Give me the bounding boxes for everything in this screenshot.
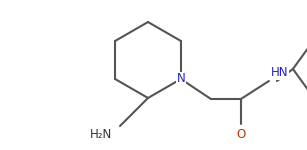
- Text: N: N: [177, 72, 185, 86]
- Text: HN: HN: [271, 66, 288, 79]
- Text: H₂N: H₂N: [90, 128, 112, 141]
- Text: O: O: [236, 128, 246, 141]
